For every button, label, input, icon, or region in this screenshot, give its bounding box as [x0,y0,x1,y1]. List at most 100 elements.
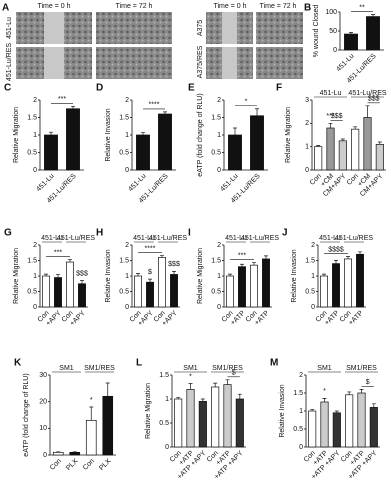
y-tick-label: 2 [217,242,221,249]
error-bar [371,403,376,408]
group-label: SM1/RES [212,365,243,372]
y-tick-label: 1 [165,396,169,403]
panel-letter: J [282,228,288,239]
error-bar [148,278,152,283]
significance: *** [238,253,246,260]
micrograph [96,47,172,79]
bar [344,258,352,308]
bar [223,384,232,448]
error-bar [80,280,84,284]
y-tick-label: 1 [305,144,309,151]
error-bar [89,406,94,421]
y-tick-label: 0 [311,304,315,311]
y-tick-label: 0.5 [211,149,221,156]
y-tick-label: 1.5 [211,114,221,121]
bar [235,398,244,448]
error-bar [334,410,339,413]
significance: $$$ [331,113,343,120]
error-bar [213,382,218,387]
significance: * [90,397,93,404]
error-bar [163,111,167,114]
y-axis-label: Relative Migration [197,248,204,304]
y-tick-label: 30 [39,372,47,379]
error-bar [252,262,256,266]
wound-gap [44,47,64,79]
bar [158,113,172,171]
x-tick-label: 451-Lu [219,173,239,193]
bar [186,389,195,448]
micrograph [256,47,303,79]
x-tick-label: 451-Lu [335,53,355,73]
y-tick-label: 0 [33,167,37,174]
y-tick-label: 0.5 [27,149,37,156]
bar [211,386,220,448]
bar [250,264,258,308]
y-tick-label: 1.5 [305,257,315,264]
y-tick-label: 2 [125,97,129,104]
y-axis-label: Relative Invasion [291,249,298,302]
row-label: 451-Lu/RES [6,43,13,81]
bar [238,266,246,308]
bar [198,401,207,448]
y-tick-label: 1 [217,132,221,139]
bar [170,274,178,308]
bar [262,258,270,308]
significance: $$$ [168,261,180,268]
x-tick-label: +ATP [254,310,271,327]
panel-letter: H [96,228,103,239]
error-bar [141,132,145,135]
y-tick-label: 10 [39,425,47,432]
time-label: Time = 0 h [37,3,70,10]
significance: *** [58,96,66,103]
y-tick-label: 1 [311,273,315,280]
y-axis-label: Relative Migration [13,107,20,163]
panel-letter: M [270,358,278,369]
group-label: 451-Lu [319,235,341,242]
bar [66,261,74,308]
panel-a: A Time = 0 h Time = 72 h Time = 0 h Time… [2,3,303,81]
error-bar [136,273,140,276]
x-tick-label: PLX [65,458,80,473]
y-tick-label: 1 [33,273,37,280]
group-label: SM1 [59,365,74,372]
group-label: 451-Lu/RES [149,235,187,242]
error-bar [365,105,370,118]
bar [136,134,150,171]
error-bar [334,260,338,264]
y-axis-label: Relative Migration [145,383,152,439]
error-bar [322,273,326,276]
error-bar [237,393,242,399]
error-bar [233,127,237,135]
bar [44,134,58,171]
y-tick-label: 1 [125,132,129,139]
bar [314,146,323,171]
y-tick-label: 1 [217,273,221,280]
y-axis-label: Relative Invasion [105,249,112,302]
y-tick-label: 1.5 [27,114,37,121]
error-bar [56,274,60,278]
significance: * [189,373,192,380]
significance: *** [326,113,334,120]
error-bar [225,379,230,385]
group-label: 451-Lu/RES [335,235,373,242]
bar [228,134,242,171]
y-tick-label: 0 [125,167,129,174]
error-bar [347,391,352,395]
group-label: 451-Lu [133,235,155,242]
significance: * [245,99,248,106]
group-label: SM1 [317,365,332,372]
y-tick-label: 0.5 [293,426,303,433]
y-axis-label: Relative Migration [13,248,20,304]
y-tick-label: 0 [217,167,221,174]
group-label: 451-Lu/RES [348,90,386,97]
x-tick-label: Con [49,458,63,472]
panel-letter: G [4,228,12,239]
bar [332,412,341,448]
bar [134,275,142,308]
error-bar [72,451,77,453]
bar [69,451,81,456]
bar [363,117,372,171]
significance: $ [366,379,370,386]
y-tick-label: 1 [299,408,303,415]
wound-gap [44,12,64,44]
